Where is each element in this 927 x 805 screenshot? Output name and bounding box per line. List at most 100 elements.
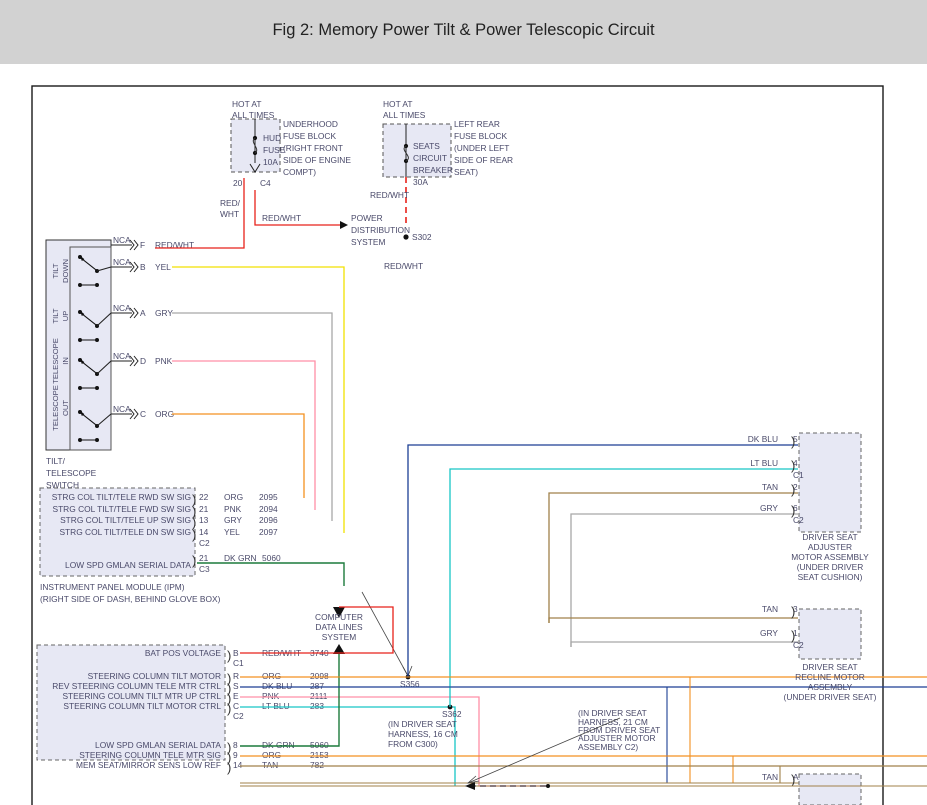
svg-text:): )	[227, 760, 231, 775]
svg-text:): )	[791, 772, 795, 787]
svg-text:LOW SPD GMLAN SERIAL DATA: LOW SPD GMLAN SERIAL DATA	[95, 740, 221, 750]
svg-text:CIRCUIT: CIRCUIT	[413, 153, 447, 163]
svg-text:SEAT): SEAT)	[454, 167, 478, 177]
svg-text:C1: C1	[793, 470, 804, 480]
svg-text:FROM C300): FROM C300)	[388, 739, 438, 749]
svg-text:): )	[791, 434, 795, 449]
svg-text:HOT AT: HOT AT	[383, 99, 412, 109]
svg-text:2153: 2153	[310, 750, 329, 760]
svg-text:SIDE OF ENGINE: SIDE OF ENGINE	[283, 155, 351, 165]
svg-text:(RIGHT SIDE OF DASH, BEHIND GL: (RIGHT SIDE OF DASH, BEHIND GLOVE BOX)	[40, 594, 221, 604]
svg-text:TELESCOPE: TELESCOPE	[46, 468, 97, 478]
svg-text:2094: 2094	[259, 504, 278, 514]
svg-text:NCA: NCA	[113, 351, 131, 361]
svg-text:IN: IN	[61, 357, 70, 365]
svg-text:LT BLU: LT BLU	[750, 458, 778, 468]
svg-text:LOW SPD GMLAN SERIAL DATA: LOW SPD GMLAN SERIAL DATA	[65, 560, 191, 570]
svg-text:SYSTEM: SYSTEM	[351, 237, 385, 247]
svg-text:STEERING COLUMN TILT MOTOR CTR: STEERING COLUMN TILT MOTOR CTRL	[63, 701, 221, 711]
svg-text:RED/WHT: RED/WHT	[370, 190, 409, 200]
svg-text:SIDE OF REAR: SIDE OF REAR	[454, 155, 513, 165]
svg-text:8: 8	[233, 740, 238, 750]
svg-text:ALL TIMES: ALL TIMES	[383, 110, 426, 120]
svg-text:C2: C2	[793, 515, 804, 525]
svg-text:COMPT): COMPT)	[283, 167, 316, 177]
svg-text:STRG COL TILT/TELE RWD SW SIG: STRG COL TILT/TELE RWD SW SIG	[52, 492, 191, 502]
svg-text:ORG: ORG	[262, 750, 281, 760]
svg-text:POWER: POWER	[351, 213, 383, 223]
svg-text:DISTRIBUTION: DISTRIBUTION	[351, 225, 410, 235]
svg-text:UP: UP	[61, 311, 70, 322]
svg-text:INSTRUMENT PANEL MODULE (IPM): INSTRUMENT PANEL MODULE (IPM)	[40, 582, 185, 592]
svg-text:10A: 10A	[263, 157, 278, 167]
svg-text:OUT: OUT	[61, 400, 70, 416]
svg-text:NCA: NCA	[113, 257, 131, 267]
svg-text:C: C	[233, 701, 239, 711]
svg-text:STEERING COLUMN TILT MTR UP CT: STEERING COLUMN TILT MTR UP CTRL	[62, 691, 221, 701]
svg-text:DOWN: DOWN	[61, 259, 70, 283]
svg-text:(IN DRIVER SEAT: (IN DRIVER SEAT	[388, 719, 457, 729]
svg-text:DK GRN: DK GRN	[224, 553, 257, 563]
svg-text:TAN: TAN	[762, 482, 778, 492]
svg-text:B: B	[233, 648, 239, 658]
svg-text:GRY: GRY	[155, 308, 173, 318]
svg-text:UNDERHOOD: UNDERHOOD	[283, 119, 338, 129]
svg-text:ORG: ORG	[262, 671, 281, 681]
svg-text:TILT/: TILT/	[46, 456, 66, 466]
svg-text:A: A	[140, 308, 146, 318]
svg-text:13: 13	[199, 515, 209, 525]
svg-text:C2: C2	[233, 711, 244, 721]
svg-text:TELESCOPE: TELESCOPE	[51, 385, 60, 431]
svg-text:C2: C2	[793, 640, 804, 650]
svg-text:GRY: GRY	[760, 628, 778, 638]
svg-text:ADJUSTER: ADJUSTER	[808, 542, 852, 552]
svg-text:2097: 2097	[259, 527, 278, 537]
svg-text:2095: 2095	[259, 492, 278, 502]
svg-text:PNK: PNK	[224, 504, 242, 514]
svg-text:): )	[192, 527, 196, 542]
svg-text:(UNDER LEFT: (UNDER LEFT	[454, 143, 509, 153]
svg-text:21: 21	[199, 504, 209, 514]
svg-text:ORG: ORG	[155, 409, 174, 419]
svg-text:): )	[192, 553, 196, 568]
svg-text:TAN: TAN	[762, 604, 778, 614]
svg-text:5060: 5060	[310, 740, 329, 750]
svg-text:LEFT REAR: LEFT REAR	[454, 119, 500, 129]
svg-text:22: 22	[199, 492, 209, 502]
svg-text:R: R	[233, 671, 239, 681]
svg-text:MOTOR ASSEMBLY: MOTOR ASSEMBLY	[791, 552, 869, 562]
svg-text:SEAT CUSHION): SEAT CUSHION)	[798, 572, 863, 582]
svg-text:RED/: RED/	[220, 198, 241, 208]
svg-text:F: F	[140, 240, 145, 250]
svg-text:20: 20	[233, 178, 243, 188]
svg-text:TILT: TILT	[51, 263, 60, 278]
svg-text:B: B	[140, 262, 146, 272]
svg-text:MEM SEAT/MIRROR SENS LOW REF: MEM SEAT/MIRROR SENS LOW REF	[76, 760, 221, 770]
svg-text:5060: 5060	[262, 553, 281, 563]
svg-text:2111: 2111	[310, 691, 328, 701]
svg-text:ASSEMBLY C2): ASSEMBLY C2)	[578, 742, 638, 752]
svg-text:283: 283	[310, 701, 324, 711]
svg-text:DK BLU: DK BLU	[748, 434, 778, 444]
svg-text:BAT POS VOLTAGE: BAT POS VOLTAGE	[145, 648, 222, 658]
svg-text:14: 14	[233, 760, 243, 770]
svg-text:STEERING COLUMN TELE MTR SIG: STEERING COLUMN TELE MTR SIG	[79, 750, 221, 760]
svg-text:TILT: TILT	[51, 308, 60, 323]
svg-text:C2: C2	[199, 538, 210, 548]
svg-text:FUSE BLOCK: FUSE BLOCK	[454, 131, 507, 141]
svg-text:DRIVER SEAT: DRIVER SEAT	[802, 662, 857, 672]
svg-text:LT BLU: LT BLU	[262, 701, 290, 711]
svg-text:2098: 2098	[310, 671, 329, 681]
svg-text:GRY: GRY	[760, 503, 778, 513]
svg-text:30A: 30A	[413, 177, 428, 187]
svg-text:(UNDER DRIVER SEAT): (UNDER DRIVER SEAT)	[784, 692, 877, 702]
svg-text:S302: S302	[412, 232, 432, 242]
svg-text:DATA LINES: DATA LINES	[315, 622, 363, 632]
svg-text:HUD: HUD	[263, 133, 281, 143]
svg-text:HARNESS, 16 CM: HARNESS, 16 CM	[388, 729, 458, 739]
svg-text:782: 782	[310, 760, 324, 770]
svg-text:STRG COL TILT/TELE UP SW SIG: STRG COL TILT/TELE UP SW SIG	[60, 515, 191, 525]
svg-text:SYSTEM: SYSTEM	[322, 632, 356, 642]
svg-text:STEERING COLUMN TILT MOTOR: STEERING COLUMN TILT MOTOR	[88, 671, 221, 681]
svg-text:TAN: TAN	[762, 772, 778, 782]
